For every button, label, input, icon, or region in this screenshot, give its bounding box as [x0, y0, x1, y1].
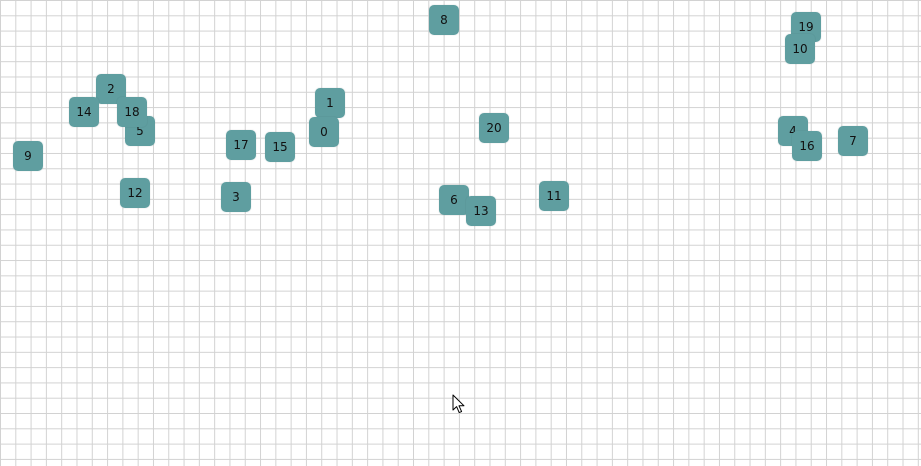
tile-11[interactable]: 11 [539, 181, 569, 211]
tile-label: 4 [789, 124, 797, 138]
tile-13[interactable]: 13 [466, 196, 496, 226]
tile-label: 17 [233, 138, 249, 152]
tile-label: 13 [473, 204, 489, 218]
tile-18[interactable]: 18 [117, 97, 147, 127]
tile-16[interactable]: 16 [792, 131, 822, 161]
tile-3[interactable]: 3 [221, 182, 251, 212]
tile-label: 10 [792, 42, 808, 56]
tile-label: 14 [76, 105, 92, 119]
tile-6[interactable]: 6 [439, 185, 469, 215]
tile-2[interactable]: 2 [96, 74, 126, 104]
arrow-cursor-icon [452, 394, 465, 414]
tile-20[interactable]: 20 [479, 113, 509, 143]
tile-label: 18 [124, 105, 140, 119]
tile-15[interactable]: 15 [265, 132, 295, 162]
tile-label: 6 [450, 193, 458, 207]
tile-label: 20 [486, 121, 502, 135]
tile-7[interactable]: 7 [838, 126, 868, 156]
tile-label: 11 [546, 189, 562, 203]
tile-0[interactable]: 0 [309, 117, 339, 147]
tile-9[interactable]: 9 [13, 141, 43, 171]
tile-label: 1 [326, 96, 334, 110]
tile-10[interactable]: 10 [785, 34, 815, 64]
tile-12[interactable]: 12 [120, 178, 150, 208]
tile-label: 7 [849, 134, 857, 148]
tile-8[interactable]: 8 [429, 5, 459, 35]
tile-14[interactable]: 14 [69, 97, 99, 127]
tile-label: 5 [136, 124, 144, 138]
tile-label: 15 [272, 140, 288, 154]
tile-1[interactable]: 1 [315, 88, 345, 118]
tile-label: 2 [107, 82, 115, 96]
tile-label: 3 [232, 190, 240, 204]
tile-17[interactable]: 17 [226, 130, 256, 160]
tile-label: 12 [127, 186, 143, 200]
tile-label: 0 [320, 125, 328, 139]
tile-label: 19 [798, 20, 814, 34]
tile-label: 16 [799, 139, 815, 153]
tile-label: 9 [24, 149, 32, 163]
tile-label: 8 [440, 13, 448, 27]
